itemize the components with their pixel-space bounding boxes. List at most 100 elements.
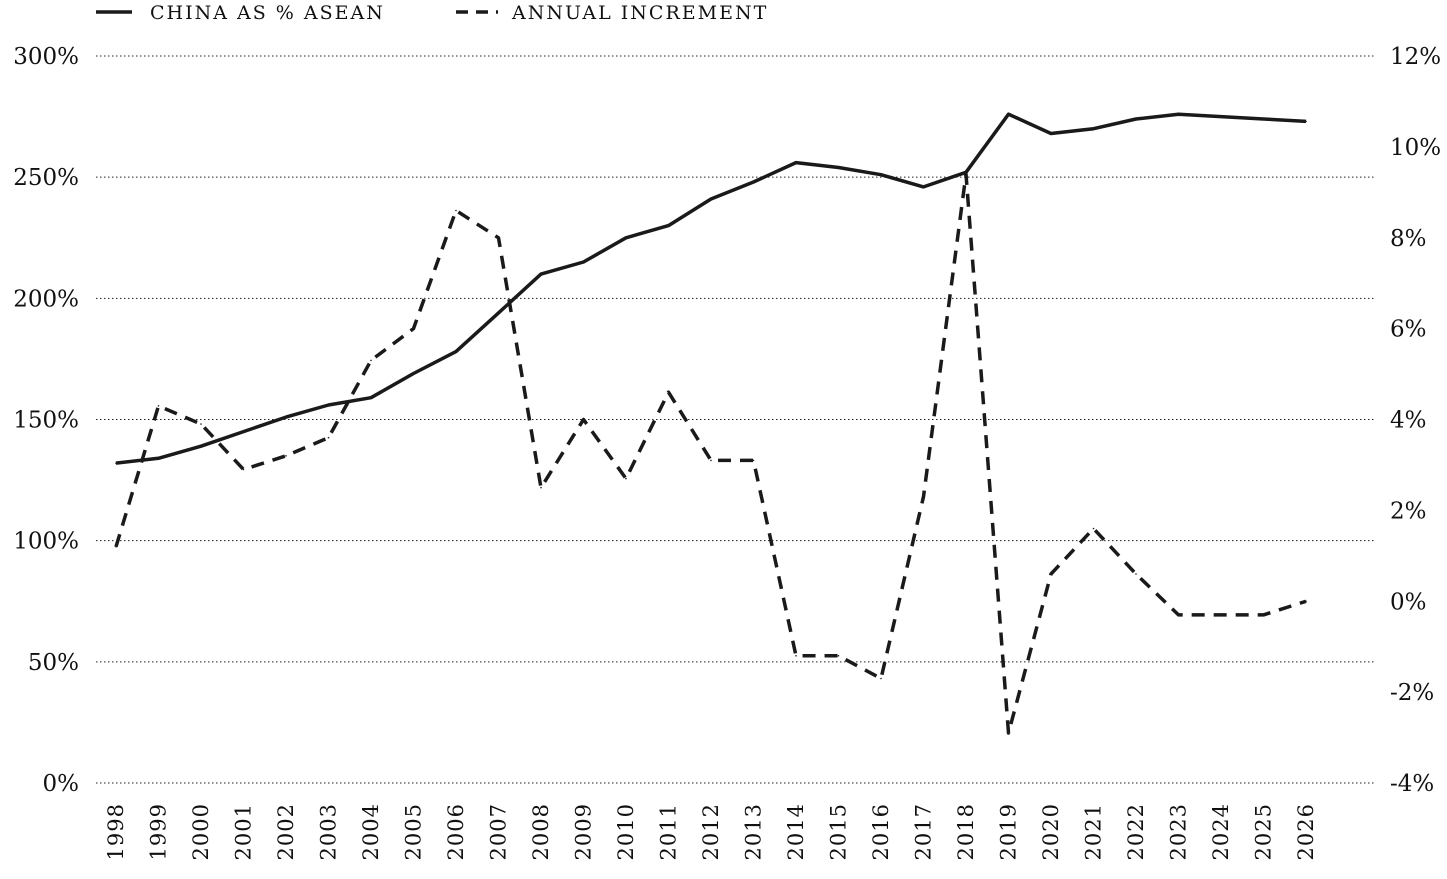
data-point-annual-increment <box>625 477 627 480</box>
left-axis-ticks: 0% 50% 100% 150% 200% 250% 300% <box>13 44 79 797</box>
y-right-tick-label: 12% <box>1390 44 1441 70</box>
data-point-china-as-pct-asean <box>922 186 925 188</box>
x-tick-label: 2014 <box>784 803 808 860</box>
x-tick-label: 2019 <box>997 803 1021 860</box>
x-tick-label: 2008 <box>529 803 553 860</box>
data-point-annual-increment <box>667 391 670 394</box>
x-axis-ticks: 1998 1999 2000 2001 2002 2003 2004 2005 2006 2007… <box>104 803 1318 860</box>
data-point-china-as-pct-asean <box>327 404 330 406</box>
x-tick-label: 2020 <box>1039 803 1063 860</box>
x-tick-label: 2016 <box>869 803 893 860</box>
data-point-china-as-pct-asean <box>1092 127 1095 130</box>
y-right-tick-label: 8% <box>1390 226 1427 252</box>
y-left-tick-label: 250% <box>13 165 79 191</box>
data-point-china-as-pct-asean <box>752 181 755 183</box>
data-point-annual-increment <box>1092 527 1095 530</box>
x-tick-label: 2021 <box>1082 803 1106 860</box>
data-point-annual-increment <box>200 423 202 425</box>
data-point-china-as-pct-asean <box>157 457 160 460</box>
x-tick-label: 1999 <box>147 803 171 860</box>
data-point-china-as-pct-asean <box>1220 115 1222 118</box>
x-tick-label: 2006 <box>444 803 468 860</box>
data-point-china-as-pct-asean <box>837 166 840 169</box>
data-point-annual-increment <box>1135 573 1137 575</box>
data-point-annual-increment <box>880 677 882 680</box>
data-point-china-as-pct-asean <box>370 396 372 399</box>
data-point-china-as-pct-asean <box>455 350 457 353</box>
data-point-china-as-pct-asean <box>625 236 627 239</box>
data-point-china-as-pct-asean <box>1177 113 1180 115</box>
y-right-tick-label: 4% <box>1390 408 1427 434</box>
data-point-china-as-pct-asean <box>200 445 202 447</box>
x-tick-label: 2011 <box>657 803 681 860</box>
data-point-annual-increment <box>1050 573 1052 575</box>
data-point-annual-increment <box>922 495 925 498</box>
data-point-annual-increment <box>327 436 330 439</box>
y-left-tick-label: 200% <box>13 286 79 312</box>
data-point-annual-increment <box>157 405 160 407</box>
y-left-tick-label: 100% <box>13 529 79 555</box>
y-left-tick-label: 50% <box>28 650 79 676</box>
x-tick-label: 2002 <box>274 803 298 860</box>
data-point-china-as-pct-asean <box>1262 118 1265 120</box>
data-point-china-as-pct-asean <box>285 416 287 418</box>
x-tick-label: 2001 <box>232 803 256 860</box>
x-tick-label: 2022 <box>1124 803 1148 860</box>
x-tick-label: 2023 <box>1167 803 1191 860</box>
data-point-china-as-pct-asean <box>497 312 500 314</box>
x-tick-label: 2025 <box>1252 803 1276 860</box>
data-point-china-as-pct-asean <box>1305 120 1307 123</box>
x-tick-label: 2004 <box>359 803 383 860</box>
y-right-tick-label: -2% <box>1390 680 1434 706</box>
data-point-china-as-pct-asean <box>1135 118 1137 120</box>
data-point-china-as-pct-asean <box>115 462 117 464</box>
x-tick-label: 2012 <box>699 803 723 860</box>
data-point-china-as-pct-asean <box>880 173 882 176</box>
data-point-annual-increment <box>540 486 542 489</box>
y-right-tick-label: 6% <box>1390 317 1427 343</box>
series-line-china-as-pct-asean <box>115 112 1307 465</box>
data-point-annual-increment <box>837 654 840 657</box>
data-point-china-as-pct-asean <box>582 261 585 263</box>
data-point-annual-increment <box>795 654 797 657</box>
x-tick-label: 2009 <box>572 803 596 860</box>
gridlines <box>96 55 1376 784</box>
x-tick-label: 2017 <box>912 803 936 860</box>
data-point-china-as-pct-asean <box>1050 132 1052 135</box>
data-point-annual-increment <box>370 359 372 362</box>
x-tick-label: 2026 <box>1294 803 1318 860</box>
series-line-annual-increment <box>114 172 1307 735</box>
data-point-annual-increment <box>752 459 755 462</box>
x-tick-label: 2003 <box>317 803 341 860</box>
data-point-annual-increment <box>1220 614 1222 616</box>
data-point-china-as-pct-asean <box>667 224 670 227</box>
data-point-annual-increment <box>242 468 245 471</box>
y-left-tick-label: 150% <box>13 408 79 434</box>
data-point-china-as-pct-asean <box>1007 113 1010 115</box>
series-layer <box>114 112 1307 735</box>
x-tick-label: 2005 <box>402 803 426 860</box>
legend: CHINA AS % ASEAN ANNUAL INCREMENT <box>96 2 768 24</box>
data-point-china-as-pct-asean <box>710 198 712 200</box>
x-tick-label: 2015 <box>827 803 851 860</box>
data-point-china-as-pct-asean <box>540 273 542 275</box>
data-point-annual-increment <box>582 418 585 421</box>
data-point-annual-increment <box>285 455 287 457</box>
data-point-annual-increment <box>455 209 457 212</box>
y-right-tick-label: 2% <box>1390 498 1427 524</box>
x-tick-label: 2010 <box>614 803 638 860</box>
legend-label-china-as-pct-asean: CHINA AS % ASEAN <box>150 2 385 24</box>
right-axis-ticks: -4% -2% 0% 2% 4% 6% 8% 10% 12% <box>1390 44 1441 797</box>
data-point-annual-increment <box>1177 614 1180 616</box>
data-point-annual-increment <box>1262 614 1265 616</box>
y-right-tick-label: 0% <box>1390 589 1427 615</box>
x-tick-label: 2024 <box>1209 803 1233 860</box>
data-point-annual-increment <box>497 236 500 239</box>
data-point-annual-increment <box>115 545 117 548</box>
data-point-annual-increment <box>1305 600 1307 603</box>
x-tick-label: 2007 <box>487 803 511 860</box>
legend-label-annual-increment: ANNUAL INCREMENT <box>511 2 768 24</box>
x-tick-label: 2000 <box>189 803 213 860</box>
x-tick-label: 2013 <box>742 803 766 860</box>
